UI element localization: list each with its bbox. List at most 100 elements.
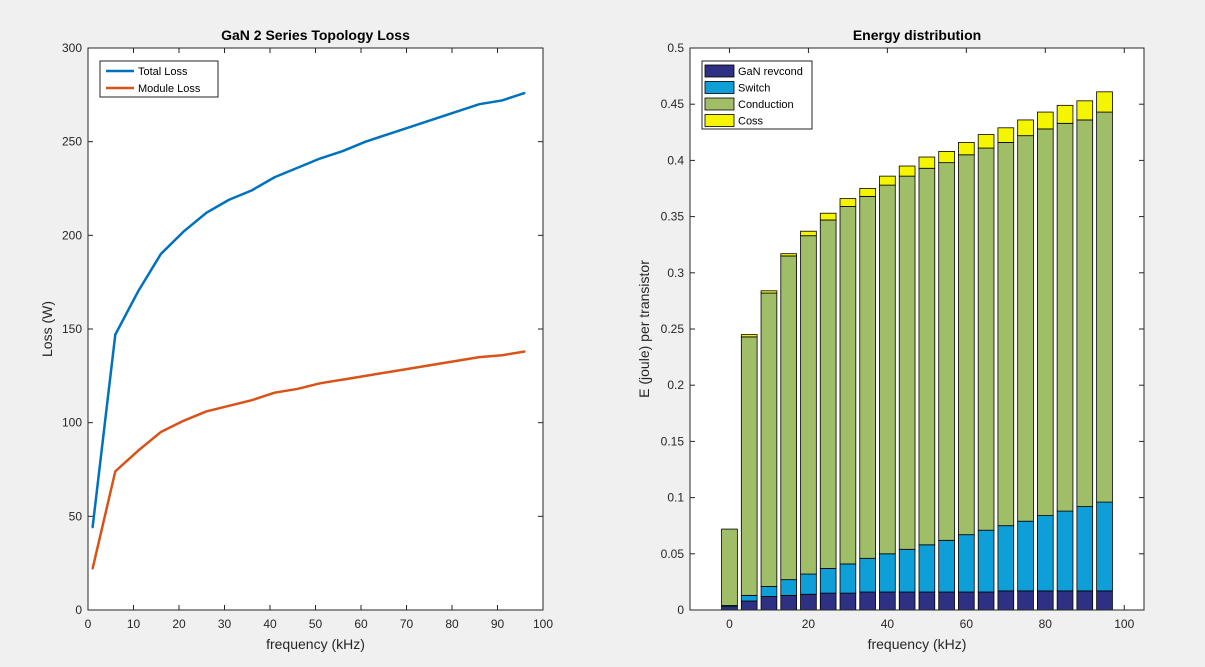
bar-segment [839, 563, 857, 594]
plot-area [690, 48, 1144, 610]
data-point [319, 382, 321, 385]
bar-segment [1096, 111, 1113, 503]
data-point [160, 253, 162, 255]
legend-entry: Switch [738, 83, 770, 95]
bar-segment [740, 594, 758, 602]
data-point [137, 290, 139, 293]
legend: GaN revcond Switch Conduction Coss [701, 60, 813, 130]
legend-entry: GaN revcond [738, 66, 803, 78]
x-tick-label: 80 [445, 617, 459, 631]
legend-swatch [704, 64, 735, 78]
bar-segment [958, 142, 975, 156]
bar-segment [898, 591, 916, 611]
bar-segment [760, 292, 778, 587]
x-tick-label: 30 [218, 617, 232, 631]
data-point [182, 419, 185, 422]
data-point [364, 375, 367, 377]
bar-segment [1017, 590, 1034, 611]
bar-segment [879, 591, 896, 611]
bar-segment [1096, 501, 1113, 592]
data-point [251, 399, 253, 401]
bar-segment [898, 165, 916, 177]
legend-swatch [704, 114, 735, 127]
data-point [137, 449, 139, 452]
bar-segment [879, 175, 896, 186]
bar-segment [1037, 111, 1054, 130]
x-tick-label: 0 [726, 617, 733, 631]
data-point [455, 110, 458, 113]
bar-segment [839, 198, 857, 207]
bar-segment [1037, 515, 1054, 592]
bar-segment [879, 184, 896, 555]
data-point [228, 405, 230, 407]
bar-segment [800, 230, 817, 237]
data-point [410, 125, 412, 128]
bar-segment [1056, 510, 1074, 592]
bar-segment [918, 156, 936, 169]
legend: Total Loss Module Loss [99, 60, 219, 98]
y-tick-label: 0 [677, 603, 684, 617]
bar-segment [760, 290, 778, 294]
bar-segment [740, 336, 758, 596]
bar-segment [1076, 119, 1094, 507]
x-tick-label: 80 [1039, 617, 1053, 631]
bar-segment [819, 219, 837, 569]
bar-segment [800, 593, 817, 611]
x-axis-label: frequency (kHz) [868, 636, 967, 652]
bar-segment [997, 127, 1015, 143]
bar-segment [1017, 135, 1034, 522]
bar-segment [760, 596, 778, 611]
data-point [205, 410, 208, 413]
bar-segment [997, 590, 1015, 611]
y-tick-label: 0 [75, 603, 82, 617]
chart-title: Energy distribution [853, 27, 981, 43]
data-point [114, 470, 117, 473]
bar-segment [819, 212, 837, 221]
data-point [524, 92, 526, 94]
data-point [182, 230, 185, 233]
x-tick-label: 100 [1114, 617, 1134, 631]
bar-segment [958, 591, 975, 611]
legend-entry: Module Loss [138, 83, 201, 95]
y-tick-label: 0.35 [661, 210, 685, 224]
x-tick-label: 100 [533, 617, 553, 631]
data-point [160, 431, 162, 433]
bar-segment [1096, 91, 1113, 113]
data-point [410, 367, 412, 370]
data-point [251, 189, 253, 192]
bar-segment [918, 544, 936, 593]
bar-segment [1037, 590, 1054, 611]
legend-swatch [704, 97, 735, 111]
data-point [342, 150, 344, 152]
legend-entry: Total Loss [138, 66, 188, 78]
bar-segment [740, 334, 758, 338]
series-line-0 [91, 91, 526, 528]
bar-segment [859, 591, 876, 611]
line-chart-loss: 0 10 20 30 40 50 60 70 80 90 100 0 50 100 150 200 250 300… [39, 27, 553, 652]
data-point [387, 371, 390, 373]
bar-segment [918, 591, 936, 611]
data-point [455, 360, 458, 362]
bar-segment [721, 606, 738, 611]
data-point [205, 212, 208, 214]
data-point [478, 356, 481, 358]
data-point [273, 391, 276, 394]
bar-segment [1056, 122, 1074, 512]
y-tick-label: 0.05 [661, 547, 685, 561]
bar-segment [879, 553, 896, 593]
x-tick-label: 40 [263, 617, 277, 631]
data-point [228, 198, 230, 201]
y-tick-label: 150 [62, 322, 82, 336]
bar-segment [977, 134, 995, 149]
bar-segment [977, 147, 995, 531]
data-point [273, 176, 276, 179]
data-point [114, 333, 117, 336]
y-tick-label: 0.25 [661, 322, 685, 336]
bar-segment [958, 154, 975, 536]
y-tick-label: 0.2 [667, 378, 684, 392]
data-point [501, 354, 503, 357]
legend-box [99, 60, 219, 98]
y-tick-label: 100 [62, 416, 82, 430]
axes-box [689, 47, 1145, 611]
